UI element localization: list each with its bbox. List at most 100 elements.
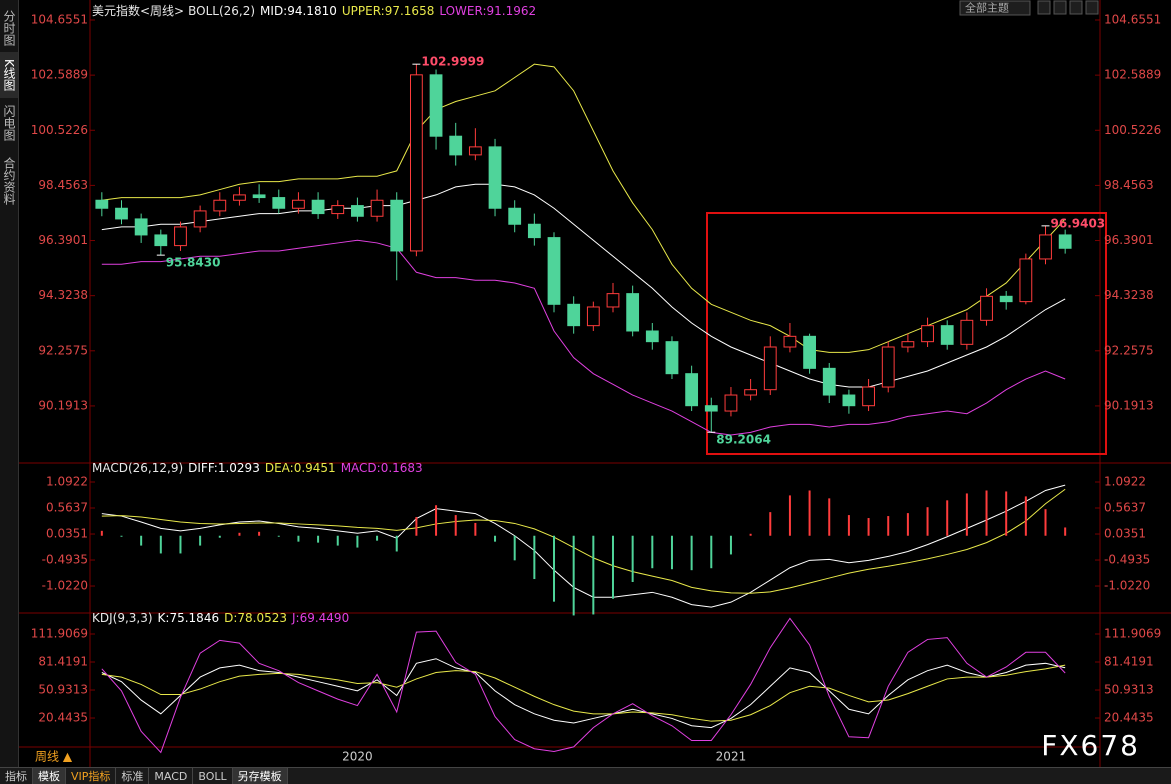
panel-header: 美元指数<周线> BOLL(26,2) MID:94.1810 UPPER:97.16… [92,3,536,18]
tab[interactable]: 指标 [0,768,33,784]
legend-entry: MACD:0.1683 [341,461,423,475]
candle-body [940,325,954,345]
y-tick-label: 96.3901 [38,233,88,247]
chart: 全部主题 周线 ▲ 90.1913 90.1913 92.2575 92.2575 94… [18,0,1171,767]
histogram-bar [376,535,379,541]
sidebar: 分时图 K线图 闪电图 合约资料 [0,0,19,784]
histogram-bar [336,535,339,546]
y-tick-label: 0.0351 [46,527,88,541]
candle-body [842,394,856,407]
y-tick-label: 1.0922 [46,475,88,489]
period-selector[interactable]: 周线 ▲ [35,750,73,764]
candle-body [547,237,561,305]
histogram-bar [140,535,143,546]
y-tick-label-right: 94.3238 [1104,288,1154,302]
panel-title: KDJ(9,3,3) [92,611,153,625]
candle-body [174,226,187,247]
candle-body [744,389,758,396]
candle-body [586,306,600,327]
y-tick-label-right: 20.4435 [1104,711,1154,725]
candle-body [724,394,738,412]
tool-button[interactable] [1085,0,1099,15]
histogram-bar [435,505,438,536]
y-tick-label-right: 1.0922 [1104,475,1146,489]
tool-button[interactable] [1053,0,1067,15]
legend-entry: UPPER:97.1658 [342,4,434,18]
histogram-bar [808,490,811,536]
histogram-bar [258,531,261,536]
candle-body [881,346,895,388]
y-tick-label-right: 50.9313 [1104,683,1154,697]
candle-body [272,197,286,209]
histogram-bar [572,535,575,616]
candle-body [685,373,699,407]
candle-body [862,386,875,407]
histogram-bar [159,535,162,554]
histogram-bar [120,535,123,537]
watermark: FX678 [1041,729,1140,762]
histogram-bar [729,535,732,555]
histogram-bar [631,535,634,582]
histogram-bar [926,507,929,536]
histogram-bar [297,535,300,542]
indicator-name: BOLL(26,2) [188,4,255,18]
candle-body [1058,234,1072,249]
legend-entry: K:75.1846 [158,611,220,625]
candle-body [95,199,109,209]
candle-body [1019,258,1033,303]
candle-body [508,207,522,225]
candle-body [292,199,305,209]
tab[interactable]: 标准 [116,768,150,784]
histogram-bar [533,535,536,580]
sidebar-item[interactable]: 合约资料 [2,157,16,205]
tab[interactable]: 模板 [33,768,66,784]
candle-body [1039,234,1052,260]
sidebar-item[interactable]: 分时图 [2,10,16,46]
tool-button[interactable] [1037,0,1051,15]
candle-body [763,346,777,391]
theme-dropdown[interactable] [959,0,1031,16]
panel-title: MACD(26,12,9) [92,461,183,475]
candle-body [193,210,207,228]
y-tick-label: -1.0220 [42,579,88,593]
tab[interactable]: 另存模板 [232,768,288,784]
histogram-bar [1064,527,1067,536]
candle-body [488,146,502,209]
indicator-line [101,239,1066,436]
theme-label[interactable]: 全部主题 [965,1,1009,15]
annotation-label: 89.2064 [716,433,771,447]
x-tick-label: 2020 [342,750,373,764]
candle-body [233,194,246,201]
indicator-line [101,488,1066,594]
sidebar-item[interactable]: 闪电图 [2,105,16,141]
candle-body [390,199,404,252]
candle-body [468,146,482,156]
tab[interactable]: VIP指标 [66,768,117,784]
y-tick-label-right: 96.3901 [1104,233,1154,247]
candle-body [803,335,816,369]
legend-entry: J:69.4490 [291,611,349,625]
histogram-bar [1044,509,1047,536]
y-tick-label: -0.4935 [42,553,88,567]
y-tick-label: 0.5637 [46,501,88,515]
candle-body [409,74,423,252]
candle-body [311,199,325,215]
histogram-bar [611,535,614,599]
annotation-label: 96.9403 [1051,216,1106,230]
y-tick-label: 111.9069 [31,627,88,641]
candle-body [822,367,836,396]
legend-entry: LOWER:91.1962 [439,4,536,18]
legend-entry: MID:94.1810 [260,4,337,18]
legend-entry: DIFF:1.0293 [188,461,260,475]
candle-body [449,135,463,156]
tab[interactable]: MACD [149,768,194,784]
legend-entry: DEA:0.9451 [265,461,336,475]
histogram-bar [395,535,398,552]
tab[interactable]: BOLL [193,768,233,784]
sidebar-item[interactable]: K线图 [0,52,18,98]
indicator-line [101,484,1066,608]
tool-button[interactable] [1069,0,1083,15]
histogram-bar [828,498,831,536]
histogram-bar [710,535,713,569]
y-tick-label-right: 0.5637 [1104,501,1146,515]
